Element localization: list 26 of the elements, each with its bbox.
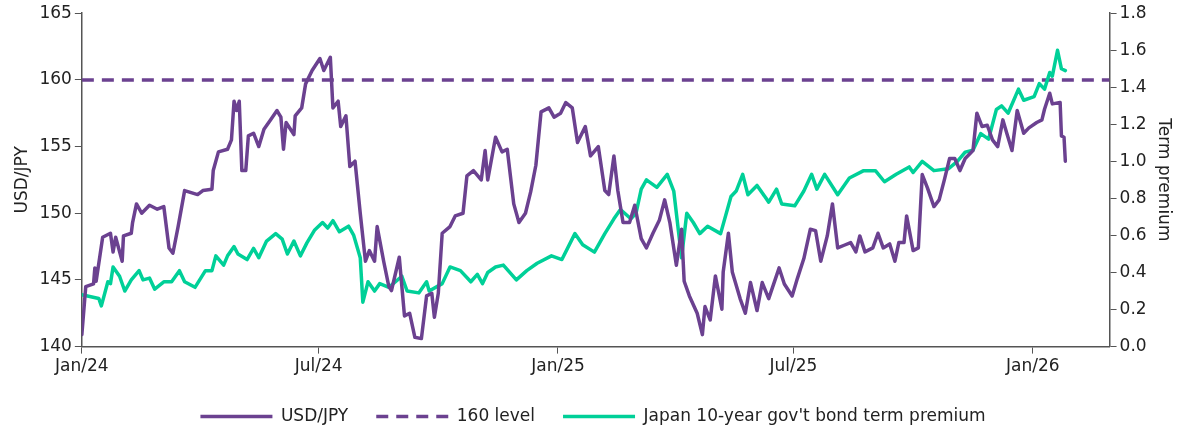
y2-tick-label: 1.0 bbox=[1119, 149, 1147, 170]
y2-tick-label: 0.0 bbox=[1119, 335, 1147, 356]
x-tick-label: Jan/24 bbox=[54, 355, 109, 376]
y2-tick-label: 1.6 bbox=[1119, 38, 1147, 59]
y-axis-title: USD/JPY bbox=[10, 145, 31, 214]
x-tick-label: Jul/24 bbox=[293, 355, 343, 376]
y2-tick-label: 0.2 bbox=[1119, 297, 1147, 318]
y-tick-label: 140 bbox=[39, 335, 72, 356]
y2-tick-label: 0.4 bbox=[1119, 260, 1147, 281]
y-tick-label: 160 bbox=[39, 68, 72, 89]
y-tick-label: 165 bbox=[39, 1, 72, 22]
y2-tick-label: 1.2 bbox=[1119, 112, 1147, 133]
x-tick-label: Jul/25 bbox=[768, 355, 818, 376]
y2-tick-label: 1.4 bbox=[1119, 75, 1147, 96]
legend-label: Japan 10-year gov't bond term premium bbox=[642, 404, 986, 425]
y-tick-label: 145 bbox=[39, 268, 72, 289]
legend-label: 160 level bbox=[456, 404, 536, 425]
y2-tick-label: 1.8 bbox=[1119, 1, 1147, 22]
y-tick-label: 155 bbox=[39, 134, 72, 155]
y2-tick-label: 0.8 bbox=[1119, 186, 1147, 207]
legend-label: USD/JPY bbox=[280, 404, 349, 425]
x-tick-label: Jan/25 bbox=[530, 355, 585, 376]
y2-tick-label: 0.6 bbox=[1119, 223, 1147, 244]
x-tick-label: Jan/26 bbox=[1005, 355, 1060, 376]
y2-axis-title: Term premium bbox=[1155, 117, 1176, 242]
y-tick-label: 150 bbox=[39, 201, 72, 222]
